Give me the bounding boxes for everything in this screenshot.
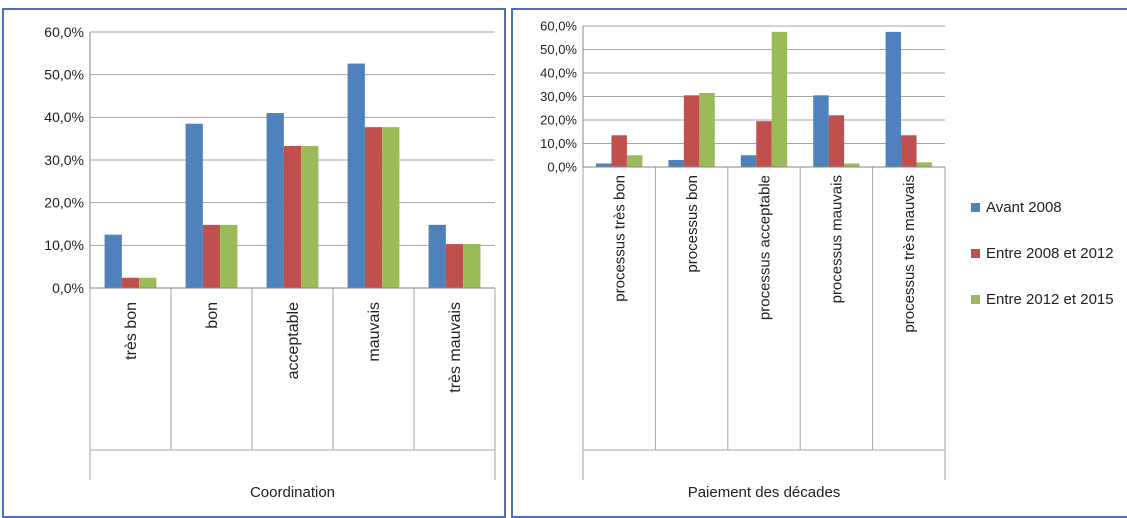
y-tick-label: 20,0% bbox=[44, 195, 84, 211]
bar-5-series-2 bbox=[901, 135, 917, 167]
bar-2-series-3 bbox=[699, 92, 715, 167]
x-tick-label: très bon bbox=[123, 302, 140, 360]
y-tick-label: 40,0% bbox=[44, 109, 84, 125]
bar-4-series-2 bbox=[364, 127, 383, 288]
y-tick-label: 0,0% bbox=[547, 160, 577, 175]
x-tick-label: processus bon bbox=[684, 175, 701, 273]
legend-swatch-3 bbox=[971, 295, 980, 304]
bar-2-series-1 bbox=[185, 123, 203, 288]
bar-2-series-2 bbox=[683, 95, 700, 167]
y-tick-label: 50,0% bbox=[44, 67, 84, 83]
legend-label-3: Entre 2012 et 2015 bbox=[986, 291, 1114, 308]
paiement-chart: 0,0% 10,0% 20,0% 30,0% 40,0% 50,0% 60,0% proces… bbox=[540, 19, 1114, 501]
x-tick-label: bon bbox=[204, 302, 221, 329]
bar-4-series-3 bbox=[844, 163, 860, 167]
legend-label-2: Entre 2008 et 2012 bbox=[986, 245, 1114, 262]
bar-1-series-2 bbox=[121, 277, 140, 288]
bar-4-series-1 bbox=[813, 95, 829, 167]
chart-panel-paiement: 0,0% 10,0% 20,0% 30,0% 40,0% 50,0% 60,0% proces… bbox=[511, 8, 1127, 518]
bar-1-series-1 bbox=[596, 163, 612, 167]
bar-5-series-3 bbox=[916, 162, 932, 167]
y-tick-label: 10,0% bbox=[540, 136, 577, 151]
y-tick-label: 60,0% bbox=[540, 19, 577, 34]
bar-2-series-2 bbox=[202, 224, 221, 288]
x-tick-label: processus très mauvais bbox=[901, 175, 918, 333]
bar-5-series-1 bbox=[885, 31, 902, 167]
bar-3-series-1 bbox=[740, 155, 757, 167]
y-tick-label: 0,0% bbox=[52, 280, 84, 296]
x-tick-label: processus très bon bbox=[611, 175, 628, 302]
bar-1-series-1 bbox=[104, 234, 122, 288]
x-tick-label: très mauvais bbox=[447, 302, 464, 393]
y-tick-label: 60,0% bbox=[44, 24, 84, 40]
bar-4-series-1 bbox=[347, 63, 365, 288]
bar-1-series-3 bbox=[626, 155, 643, 167]
bar-2-series-3 bbox=[220, 224, 238, 288]
y-tick-label: 40,0% bbox=[540, 66, 577, 81]
bar-3-series-2 bbox=[756, 121, 772, 167]
coordination-chart: 0,0% 10,0% 20,0% 30,0% 40,0% 50,0% 60,0% très b… bbox=[44, 24, 496, 501]
bar-5-series-2 bbox=[445, 244, 464, 288]
bar-1-series-3 bbox=[139, 277, 157, 288]
bar-4-series-3 bbox=[382, 127, 400, 288]
y-tick-label: 50,0% bbox=[540, 42, 577, 57]
y-tick-label: 10,0% bbox=[44, 237, 84, 253]
x-tick-label: processus mauvais bbox=[829, 175, 846, 303]
bar-5-series-3 bbox=[463, 244, 481, 288]
bar-4-series-2 bbox=[828, 115, 845, 167]
legend-label-1: Avant 2008 bbox=[986, 199, 1062, 216]
bar-1-series-2 bbox=[611, 135, 627, 167]
legend-swatch-1 bbox=[971, 203, 980, 212]
x-axis-title: Paiement des décades bbox=[688, 484, 841, 501]
bar-3-series-3 bbox=[771, 31, 788, 167]
bar-3-series-2 bbox=[283, 145, 302, 288]
x-tick-label: processus acceptable bbox=[756, 175, 773, 320]
x-axis-title: Coordination bbox=[250, 484, 335, 501]
bar-2-series-1 bbox=[668, 159, 684, 167]
bar-3-series-1 bbox=[266, 113, 284, 288]
bar-5-series-1 bbox=[428, 224, 446, 288]
bar-3-series-3 bbox=[301, 145, 319, 288]
y-tick-label: 30,0% bbox=[44, 152, 84, 168]
y-tick-label: 20,0% bbox=[540, 113, 577, 128]
legend-swatch-2 bbox=[971, 249, 980, 258]
y-tick-label: 30,0% bbox=[540, 89, 577, 104]
chart-panel-coordination: 0,0% 10,0% 20,0% 30,0% 40,0% 50,0% 60,0% très b… bbox=[2, 8, 506, 518]
x-tick-label: acceptable bbox=[285, 302, 302, 379]
x-tick-label: mauvais bbox=[366, 302, 383, 362]
